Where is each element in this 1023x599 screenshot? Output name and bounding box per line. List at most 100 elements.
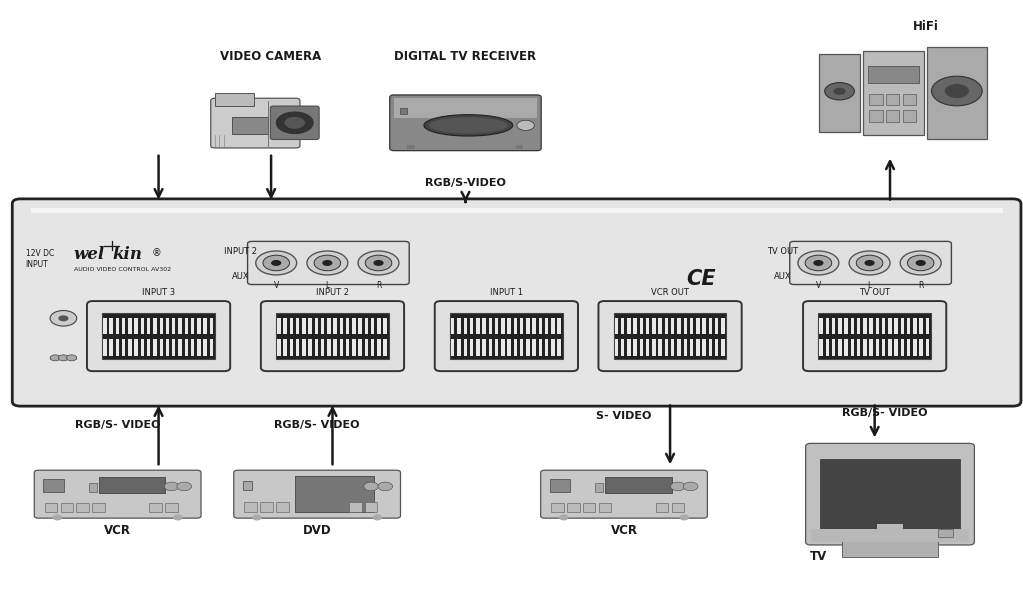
- Bar: [665, 339, 668, 356]
- Bar: [920, 319, 923, 334]
- Bar: [838, 319, 842, 334]
- Bar: [302, 339, 306, 356]
- Bar: [507, 339, 510, 356]
- Bar: [549, 479, 570, 492]
- Bar: [197, 339, 201, 356]
- Bar: [517, 145, 524, 149]
- FancyBboxPatch shape: [435, 301, 578, 371]
- Bar: [819, 339, 822, 356]
- Bar: [646, 319, 650, 334]
- Bar: [551, 319, 554, 334]
- Bar: [276, 501, 288, 512]
- Circle shape: [932, 76, 982, 106]
- Bar: [371, 339, 374, 356]
- Circle shape: [263, 255, 290, 271]
- Text: AUX: AUX: [773, 273, 792, 282]
- Bar: [818, 53, 860, 132]
- Text: AUDIO VIDEO CONTROL AV302: AUDIO VIDEO CONTROL AV302: [74, 267, 171, 271]
- Bar: [371, 319, 374, 334]
- Bar: [277, 319, 280, 334]
- Bar: [166, 319, 169, 334]
- Circle shape: [314, 255, 341, 271]
- Bar: [377, 339, 381, 356]
- Bar: [876, 319, 879, 334]
- Circle shape: [58, 315, 69, 321]
- Circle shape: [358, 251, 399, 275]
- Bar: [826, 319, 829, 334]
- Text: TV OUT: TV OUT: [859, 289, 890, 298]
- Text: RGB/S-VIDEO: RGB/S-VIDEO: [425, 178, 506, 187]
- Circle shape: [945, 84, 969, 98]
- Bar: [926, 339, 929, 356]
- Bar: [659, 319, 662, 334]
- Bar: [134, 339, 138, 356]
- Bar: [166, 503, 178, 512]
- Text: HiFi: HiFi: [913, 20, 939, 33]
- Bar: [646, 339, 650, 356]
- Bar: [103, 319, 106, 334]
- FancyBboxPatch shape: [87, 301, 230, 371]
- Bar: [900, 339, 904, 356]
- Bar: [215, 93, 255, 106]
- Circle shape: [517, 120, 534, 131]
- Bar: [277, 339, 280, 356]
- Bar: [128, 319, 132, 334]
- Bar: [333, 319, 337, 334]
- Bar: [482, 339, 486, 356]
- Bar: [926, 319, 929, 334]
- Text: S- VIDEO: S- VIDEO: [596, 412, 652, 421]
- Bar: [653, 339, 656, 356]
- Bar: [819, 319, 822, 334]
- Bar: [260, 501, 273, 512]
- Bar: [709, 339, 712, 356]
- Bar: [621, 319, 624, 334]
- Text: VCR OUT: VCR OUT: [651, 289, 690, 298]
- Bar: [545, 319, 548, 334]
- Bar: [407, 145, 414, 149]
- Bar: [204, 339, 207, 356]
- Bar: [358, 339, 362, 356]
- Text: ®: ®: [151, 248, 162, 258]
- Bar: [810, 530, 970, 542]
- Bar: [463, 339, 468, 356]
- Text: L: L: [868, 281, 872, 290]
- Circle shape: [276, 112, 313, 134]
- Bar: [615, 339, 618, 356]
- Bar: [147, 319, 150, 334]
- Bar: [340, 339, 343, 356]
- Circle shape: [364, 482, 379, 491]
- Bar: [850, 339, 854, 356]
- Circle shape: [916, 260, 926, 266]
- Ellipse shape: [52, 515, 62, 521]
- Bar: [308, 339, 312, 356]
- Bar: [327, 339, 330, 356]
- FancyBboxPatch shape: [270, 106, 319, 140]
- Circle shape: [907, 255, 934, 271]
- Text: CE: CE: [686, 268, 715, 289]
- Bar: [149, 503, 162, 512]
- FancyBboxPatch shape: [390, 95, 541, 150]
- Bar: [526, 319, 530, 334]
- Text: VCR: VCR: [104, 524, 131, 537]
- Bar: [489, 319, 492, 334]
- Bar: [838, 339, 842, 356]
- Bar: [514, 319, 517, 334]
- FancyBboxPatch shape: [790, 241, 951, 285]
- Bar: [172, 339, 176, 356]
- Bar: [876, 339, 879, 356]
- Bar: [721, 339, 724, 356]
- Ellipse shape: [173, 515, 183, 521]
- Bar: [141, 319, 144, 334]
- Bar: [551, 339, 554, 356]
- Circle shape: [365, 255, 392, 271]
- Bar: [190, 339, 194, 356]
- Bar: [665, 319, 668, 334]
- Bar: [894, 319, 898, 334]
- Text: RGB/S- VIDEO: RGB/S- VIDEO: [274, 420, 360, 430]
- Circle shape: [284, 117, 305, 129]
- Ellipse shape: [424, 114, 513, 136]
- Bar: [77, 503, 89, 512]
- Bar: [900, 319, 904, 334]
- Text: L: L: [325, 281, 329, 290]
- Circle shape: [165, 482, 179, 491]
